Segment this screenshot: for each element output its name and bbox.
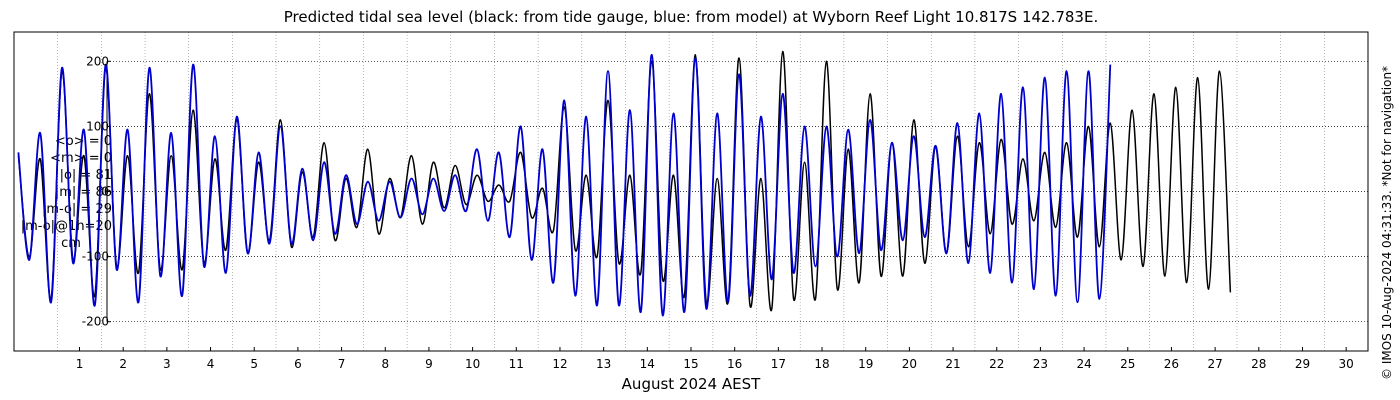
y-tick-label: 0 bbox=[101, 185, 109, 199]
x-tick-label: 9 bbox=[425, 357, 433, 371]
x-tick-label: 26 bbox=[1164, 357, 1179, 371]
x-tick-label: 18 bbox=[814, 357, 829, 371]
x-tick-label: 27 bbox=[1207, 357, 1222, 371]
credit-notice: © IMOS 10-Aug-2024 04:31:33. *Not for na… bbox=[1380, 65, 1394, 380]
stat-mean-observed: <o> = 0 bbox=[54, 134, 112, 149]
x-tick-label: 16 bbox=[727, 357, 742, 371]
series-lines bbox=[17, 50, 1232, 317]
x-tick-label: 13 bbox=[596, 357, 611, 371]
x-tick-label: 14 bbox=[640, 357, 655, 371]
x-tick-label: 23 bbox=[1033, 357, 1048, 371]
x-axis-label: August 2024 AEST bbox=[621, 375, 761, 393]
y-tick-label: -200 bbox=[82, 315, 109, 329]
x-tick-label: 21 bbox=[945, 357, 960, 371]
x-tick-label: 19 bbox=[858, 357, 873, 371]
chart-title: Predicted tidal sea level (black: from t… bbox=[283, 8, 1099, 26]
y-tick-label: 100 bbox=[86, 119, 109, 133]
x-tick-label: 5 bbox=[250, 357, 258, 371]
model-tide-line bbox=[17, 53, 1112, 317]
x-tick-label: 7 bbox=[338, 357, 346, 371]
y-tick-label: -100 bbox=[82, 250, 109, 264]
x-tick-label: 17 bbox=[771, 357, 786, 371]
x-tick-label: 22 bbox=[989, 357, 1004, 371]
x-tick-label: 24 bbox=[1076, 357, 1091, 371]
x-tick-label: 10 bbox=[465, 357, 480, 371]
x-tick-label: 15 bbox=[683, 357, 698, 371]
x-tick-label: 4 bbox=[207, 357, 215, 371]
x-tick-label: 11 bbox=[509, 357, 524, 371]
x-tick-label: 12 bbox=[552, 357, 567, 371]
x-tick-label: 6 bbox=[294, 357, 302, 371]
x-tick-label: 20 bbox=[902, 357, 917, 371]
x-tick-label: 25 bbox=[1120, 357, 1135, 371]
plot-frame bbox=[13, 31, 1369, 352]
y-tick-label: 200 bbox=[86, 54, 109, 68]
x-tick-label: 29 bbox=[1295, 357, 1310, 371]
x-tick-label: 2 bbox=[119, 357, 127, 371]
x-tick-label: 28 bbox=[1251, 357, 1266, 371]
axes bbox=[13, 31, 1369, 352]
x-tick-label: 8 bbox=[381, 357, 389, 371]
x-tick-label: 1 bbox=[76, 357, 84, 371]
x-tick-label: 3 bbox=[163, 357, 171, 371]
x-tick-label: 30 bbox=[1339, 357, 1354, 371]
